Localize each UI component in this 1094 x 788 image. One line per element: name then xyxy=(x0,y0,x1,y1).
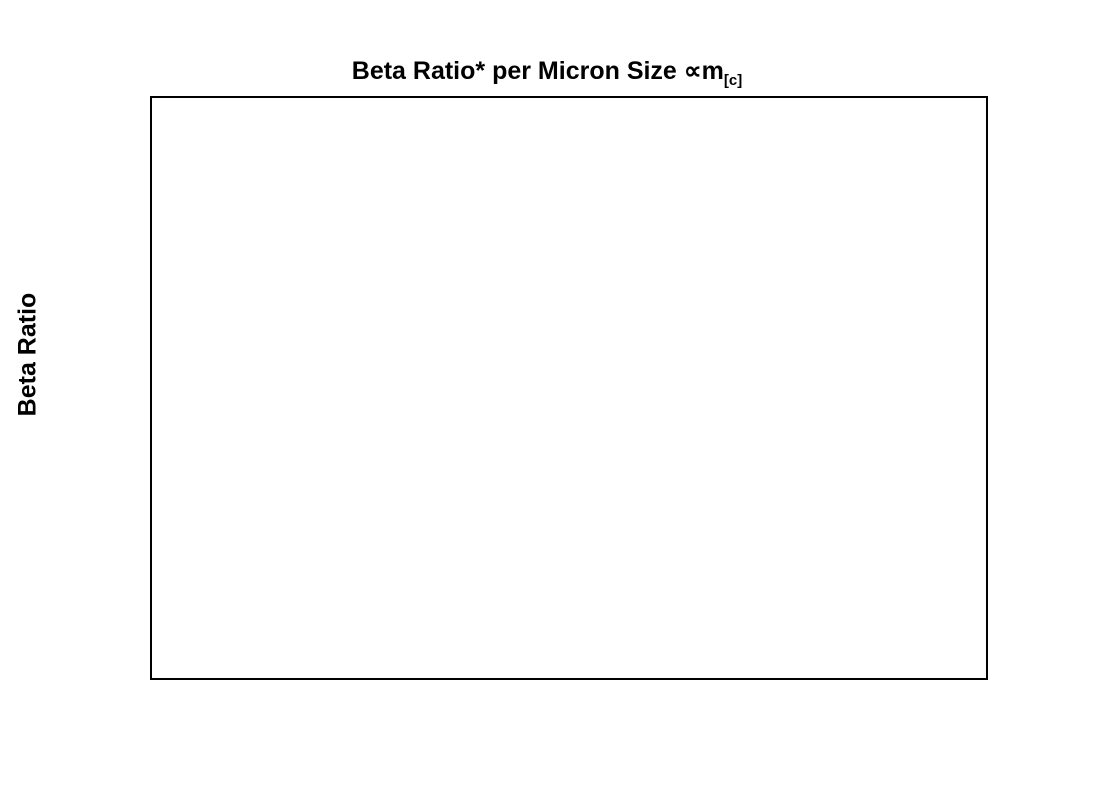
chart-title-main: Beta Ratio* per Micron Size ∝m xyxy=(351,57,724,85)
chart-svg xyxy=(152,98,986,678)
chart-title: Beta Ratio* per Micron Size ∝m[c] xyxy=(0,56,1094,89)
chart-title-subscript: [c] xyxy=(723,72,743,89)
plot-area xyxy=(150,96,988,680)
x-axis-tick-labels xyxy=(150,694,988,728)
y-axis-tick-labels xyxy=(20,96,142,680)
